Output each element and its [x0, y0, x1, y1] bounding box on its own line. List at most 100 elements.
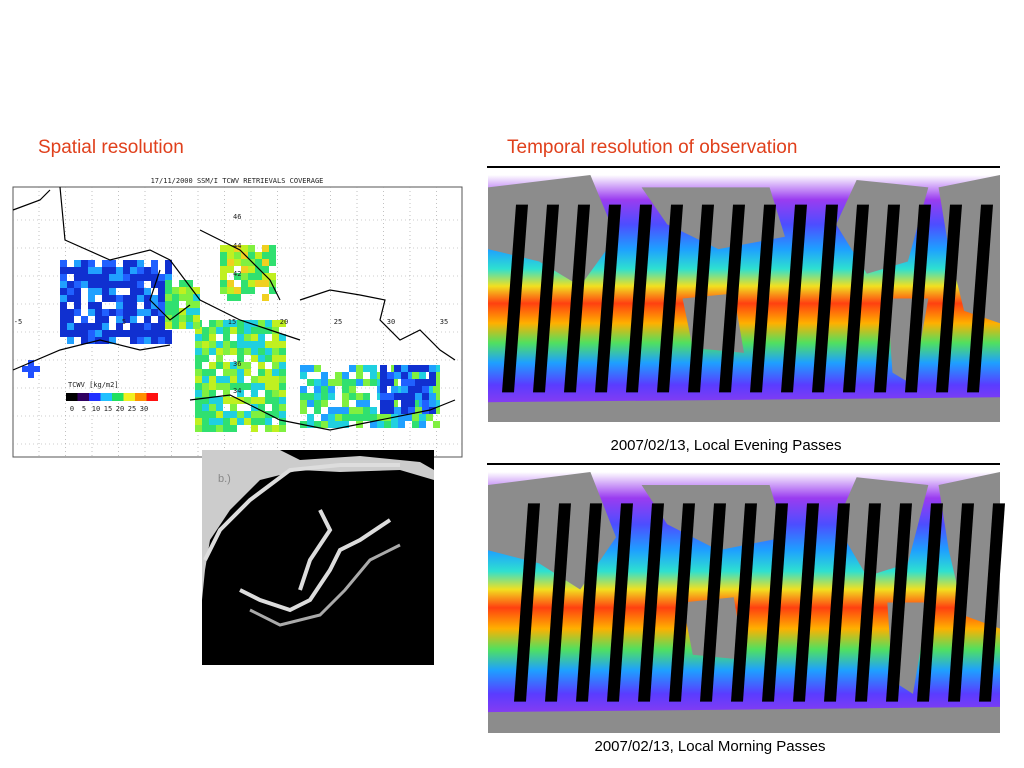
pixel — [123, 302, 130, 309]
pixel — [335, 379, 342, 386]
pixel — [244, 383, 251, 390]
pixel — [209, 320, 216, 327]
pixel — [279, 341, 286, 348]
land — [488, 706, 1000, 733]
pixel — [220, 280, 227, 287]
pixel — [144, 267, 151, 274]
pixel — [109, 288, 116, 295]
pixel — [363, 414, 370, 421]
pixel — [255, 252, 262, 259]
pixel — [123, 260, 130, 267]
pixel — [137, 330, 144, 337]
pixel — [95, 288, 102, 295]
pixel — [216, 348, 223, 355]
pixel — [209, 362, 216, 369]
pixel — [209, 425, 216, 432]
legend: 0 5 10 15 20 25 30 — [66, 393, 158, 413]
swath-gap — [607, 503, 633, 702]
lon-label: 20 — [280, 318, 288, 326]
pixel — [248, 245, 255, 252]
pixel — [74, 274, 81, 281]
pixel — [130, 330, 137, 337]
pixel — [216, 383, 223, 390]
pixel — [279, 355, 286, 362]
pixel — [209, 411, 216, 418]
pixel — [130, 295, 137, 302]
pixel — [230, 369, 237, 376]
pixel — [209, 376, 216, 383]
pixel — [422, 386, 429, 393]
pixel — [387, 379, 394, 386]
pixel — [95, 281, 102, 288]
pixel — [220, 273, 227, 280]
swath-gap — [502, 204, 528, 393]
pixel — [227, 245, 234, 252]
pixel — [74, 267, 81, 274]
pixel — [195, 425, 202, 432]
pixel — [279, 418, 286, 425]
pixel — [251, 390, 258, 397]
swath-gap — [657, 204, 683, 393]
pixel — [144, 330, 151, 337]
pixel — [241, 252, 248, 259]
pixel — [216, 320, 223, 327]
lat-label: 42 — [233, 270, 241, 278]
pixel — [401, 372, 408, 379]
pixel — [377, 421, 384, 428]
pixel — [279, 376, 286, 383]
pixel — [394, 407, 401, 414]
pixel — [248, 280, 255, 287]
swath-gap — [719, 204, 745, 393]
swath-gap — [824, 503, 850, 702]
pixel — [102, 316, 109, 323]
pixel — [251, 376, 258, 383]
pixel — [144, 295, 151, 302]
pixel — [380, 386, 387, 393]
pixel — [394, 372, 401, 379]
pixel — [172, 301, 179, 308]
pixel — [380, 365, 387, 372]
pixel — [380, 407, 387, 414]
pixel — [193, 322, 200, 329]
pixel — [255, 273, 262, 280]
pixel — [328, 379, 335, 386]
pixel — [216, 376, 223, 383]
pixel — [419, 414, 426, 421]
pixel — [158, 302, 165, 309]
pixel — [130, 309, 137, 316]
pixel — [314, 386, 321, 393]
pixel — [230, 327, 237, 334]
pixel — [237, 383, 244, 390]
pixel — [401, 386, 408, 393]
pixel — [258, 397, 265, 404]
pixel — [74, 330, 81, 337]
pixel — [265, 327, 272, 334]
pixel — [370, 379, 377, 386]
pixel — [251, 397, 258, 404]
pixel — [88, 274, 95, 281]
pixel — [216, 411, 223, 418]
pixel — [193, 294, 200, 301]
inset-image: b.) — [202, 450, 434, 665]
pixel — [363, 407, 370, 414]
pixel — [144, 302, 151, 309]
swath-gap — [533, 204, 559, 393]
pixel — [95, 330, 102, 337]
pixel — [433, 421, 440, 428]
pixel — [144, 316, 151, 323]
pixel — [255, 259, 262, 266]
pixel — [391, 400, 398, 407]
pixel — [202, 355, 209, 362]
swath-gap — [793, 503, 819, 702]
swath-gap — [545, 503, 571, 702]
pixel — [130, 281, 137, 288]
pixel — [387, 393, 394, 400]
marker — [22, 360, 40, 378]
pixel — [158, 281, 165, 288]
pixel — [314, 379, 321, 386]
pixel — [88, 323, 95, 330]
pixel — [230, 341, 237, 348]
pixel — [433, 400, 440, 407]
left-heading: Spatial resolution — [38, 137, 184, 158]
